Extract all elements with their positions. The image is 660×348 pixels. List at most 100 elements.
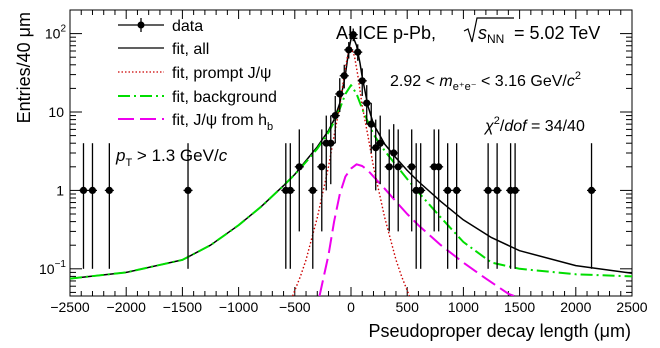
data-point [393, 129, 403, 232]
data-marker [390, 149, 398, 157]
x-tick-label: 500 [396, 299, 420, 315]
data-marker [88, 186, 97, 195]
data-point [339, 64, 349, 89]
data-marker [385, 163, 393, 171]
svg-text:= 5.02 TeV: = 5.02 TeV [514, 23, 600, 43]
curve-hb [318, 163, 515, 296]
data-point [321, 115, 331, 191]
data-marker [184, 186, 192, 195]
annotations: ALICE p-Pb, sNN = 5.02 TeV 2.92 < me⁺e⁻ … [115, 17, 600, 169]
annotation-chi2: χ2/dof = 34/40 [483, 115, 585, 135]
data-point [308, 143, 318, 269]
data-point [366, 103, 376, 153]
data-point [434, 129, 444, 232]
svg-text:ALICE p-Pb,: ALICE p-Pb, [336, 23, 436, 43]
y-tick-label: 1 [56, 182, 64, 198]
data-marker [372, 144, 380, 152]
legend-label-prompt: fit, prompt J/ψ [172, 65, 271, 82]
legend: data fit, all fit, prompt J/ψ fit, backg… [118, 18, 277, 133]
legend-label-hb: fit, J/ψ from hb [172, 112, 273, 133]
data-point [362, 85, 372, 125]
data-point [389, 124, 399, 199]
data-marker [376, 139, 384, 147]
data-marker [331, 111, 339, 120]
x-tick-label: 0 [347, 299, 355, 315]
data-point [407, 129, 417, 232]
data-point [348, 28, 358, 42]
legend-entry-data: data [118, 18, 203, 35]
legend-swatch-data-marker [137, 21, 145, 29]
legend-entry-background: fit, background [118, 89, 277, 106]
data-point [452, 143, 462, 269]
data-marker [336, 90, 344, 98]
x-tick-label: 1500 [504, 299, 535, 315]
data-point [326, 115, 336, 185]
data-point [411, 143, 421, 269]
data-point [335, 78, 345, 113]
data-point [587, 143, 597, 269]
data-marker [345, 46, 353, 54]
data-point [416, 143, 426, 269]
data-marker [327, 139, 335, 147]
x-tick-label: −1000 [219, 299, 259, 315]
data-point [183, 143, 193, 269]
data-point [104, 143, 114, 269]
data-marker [408, 163, 416, 171]
y-tick-label: 10−1 [39, 259, 66, 277]
data-marker [354, 48, 362, 56]
data-marker [358, 77, 366, 85]
data-point [78, 143, 88, 269]
data-point [317, 129, 327, 232]
data-marker [79, 186, 88, 195]
data-point [483, 143, 493, 269]
data-point [87, 143, 97, 269]
data-marker [318, 163, 326, 171]
data-point [492, 143, 502, 269]
sqrt-sign [463, 17, 514, 43]
data-marker [444, 186, 452, 195]
data-marker [105, 186, 113, 195]
curve-background [70, 84, 632, 280]
data-marker [349, 31, 357, 39]
x-tick-label: −2500 [50, 299, 90, 315]
data-point [443, 143, 453, 269]
data-marker [286, 186, 294, 195]
data-point [357, 68, 367, 97]
data-marker [511, 186, 519, 195]
svg-text:sNN: sNN [478, 23, 504, 46]
data-marker [295, 163, 303, 171]
x-tick-label: 2500 [616, 299, 647, 315]
data-marker [435, 163, 443, 171]
legend-label-data: data [172, 18, 203, 35]
data-point [330, 96, 340, 144]
annotation-system: ALICE p-Pb, sNN = 5.02 TeV [336, 17, 600, 46]
legend-label-background: fit, background [172, 89, 277, 106]
x-tick-label: −500 [279, 299, 311, 315]
legend-entry-fit-all: fit, all [118, 41, 209, 58]
data-marker [363, 99, 371, 107]
annotation-pt-cut: pT > 1.3 GeV/c [115, 146, 228, 169]
x-tick-label: 2000 [560, 299, 591, 315]
data-marker [484, 186, 492, 195]
data-point [384, 129, 394, 232]
data-marker [340, 72, 348, 80]
legend-entry-hb: fit, J/ψ from hb [118, 112, 273, 133]
data-marker [587, 186, 596, 195]
y-axis-title: Entries/40 μm [14, 12, 34, 123]
legend-label-fit-all: fit, all [172, 41, 209, 58]
axes: −2500 −2000 −1500 −1000 −500 0 500 1000 1500 2000… [39, 9, 648, 315]
x-tick-label: −2000 [107, 299, 147, 315]
legend-entry-prompt: fit, prompt J/ψ [118, 65, 271, 82]
data-marker [493, 186, 501, 195]
data-marker [394, 163, 402, 171]
data-points [78, 28, 597, 269]
data-point [353, 44, 363, 61]
data-point [506, 143, 516, 269]
data-point [294, 129, 304, 232]
y-tick-label: 102 [45, 24, 67, 42]
data-point [285, 143, 295, 269]
data-marker [417, 186, 425, 195]
data-point [371, 119, 381, 191]
data-point [510, 143, 520, 269]
